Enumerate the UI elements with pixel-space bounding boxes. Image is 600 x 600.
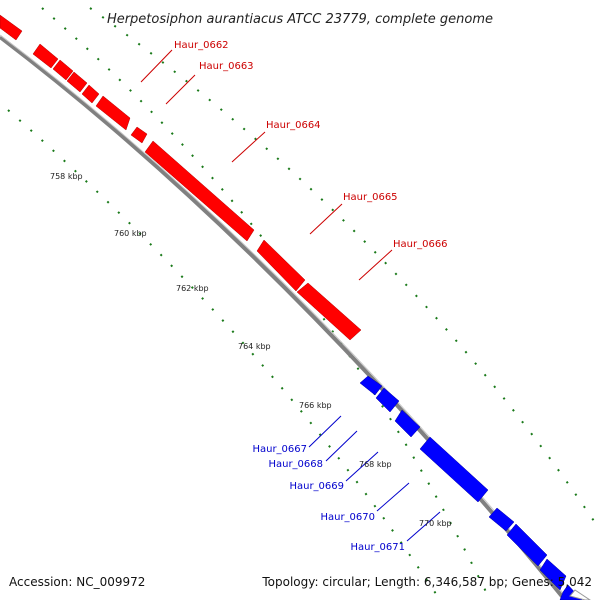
- forward-genes: [0, 14, 362, 341]
- leader-line: [345, 451, 379, 482]
- gene-arrow[interactable]: [394, 409, 421, 438]
- tick-ring-outer-2: [89, 7, 600, 531]
- gene-arrow[interactable]: [419, 436, 489, 503]
- gene-label[interactable]: Haur_0671: [350, 542, 405, 553]
- gene-arrow[interactable]: [95, 95, 131, 131]
- gene-label[interactable]: Haur_0665: [343, 192, 398, 203]
- leader-line: [231, 131, 266, 163]
- gene-arrow[interactable]: [66, 71, 88, 93]
- gene-arrow[interactable]: [506, 523, 548, 567]
- gene-arrow[interactable]: [52, 59, 74, 81]
- outline-arrow: [569, 589, 591, 600]
- forward-leaders: [140, 49, 393, 281]
- gene-arrow[interactable]: [32, 43, 59, 69]
- gene-label[interactable]: Haur_0669: [289, 481, 344, 492]
- leader-line: [165, 74, 196, 105]
- gene-arrow[interactable]: [256, 239, 306, 292]
- gene-arrow[interactable]: [81, 84, 100, 104]
- tick-ring-inner: [7, 109, 441, 600]
- gene-label[interactable]: Haur_0663: [199, 61, 254, 72]
- reverse-gene-labels: Haur_0667 Haur_0668 Haur_0669 Haur_0670 …: [252, 444, 405, 553]
- leader-line: [309, 203, 343, 235]
- leader-line: [406, 511, 441, 542]
- tick-ring-outer-1: [41, 7, 491, 600]
- gene-arrow[interactable]: [488, 507, 515, 532]
- leader-line: [325, 430, 358, 462]
- reverse-leaders: [308, 415, 441, 542]
- gene-label[interactable]: Haur_0662: [174, 40, 229, 51]
- kbp-labels: 758 kbp 760 kbp 762 kbp 764 kbp 766 kbp …: [50, 172, 452, 528]
- gene-arrow[interactable]: [130, 126, 148, 144]
- kbp-label: 766 kbp: [299, 401, 332, 410]
- gene-arrow[interactable]: [539, 558, 567, 591]
- gene-arrow[interactable]: [144, 140, 255, 242]
- gene-label[interactable]: Haur_0668: [268, 459, 323, 470]
- gene-label[interactable]: Haur_0667: [252, 444, 307, 455]
- gene-arrow[interactable]: [375, 387, 400, 413]
- reverse-genes: [359, 375, 583, 600]
- gene-arrow[interactable]: [359, 375, 383, 396]
- genome-backbone: [0, 35, 567, 600]
- gene-arrow[interactable]: [0, 14, 23, 41]
- kbp-label: 764 kbp: [238, 342, 271, 351]
- leader-line: [358, 249, 393, 281]
- genome-backbone-highlight: [0, 34, 568, 599]
- genome-title: Herpetosiphon aurantiacus ATCC 23779, co…: [107, 12, 493, 27]
- accession-text: Accession: NC_009972: [9, 575, 145, 589]
- tick-rings: [7, 7, 600, 600]
- gene-arrow-outline: [569, 589, 591, 600]
- kbp-label: 758 kbp: [50, 172, 83, 181]
- gene-label[interactable]: Haur_0664: [266, 120, 321, 131]
- gene-label[interactable]: Haur_0666: [393, 239, 448, 250]
- kbp-label: 762 kbp: [176, 284, 209, 293]
- leader-line: [140, 49, 173, 83]
- kbp-label: 770 kbp: [419, 519, 452, 528]
- leader-line: [308, 415, 342, 448]
- forward-gene-labels: Haur_0662 Haur_0663 Haur_0664 Haur_0665 …: [174, 40, 448, 250]
- leader-line: [376, 482, 410, 512]
- gene-label[interactable]: Haur_0670: [320, 512, 375, 523]
- kbp-label: 760 kbp: [114, 229, 147, 238]
- kbp-label: 768 kbp: [359, 460, 392, 469]
- gene-arrow[interactable]: [296, 282, 362, 341]
- topology-text: Topology: circular; Length: 6,346,587 bp…: [261, 575, 592, 589]
